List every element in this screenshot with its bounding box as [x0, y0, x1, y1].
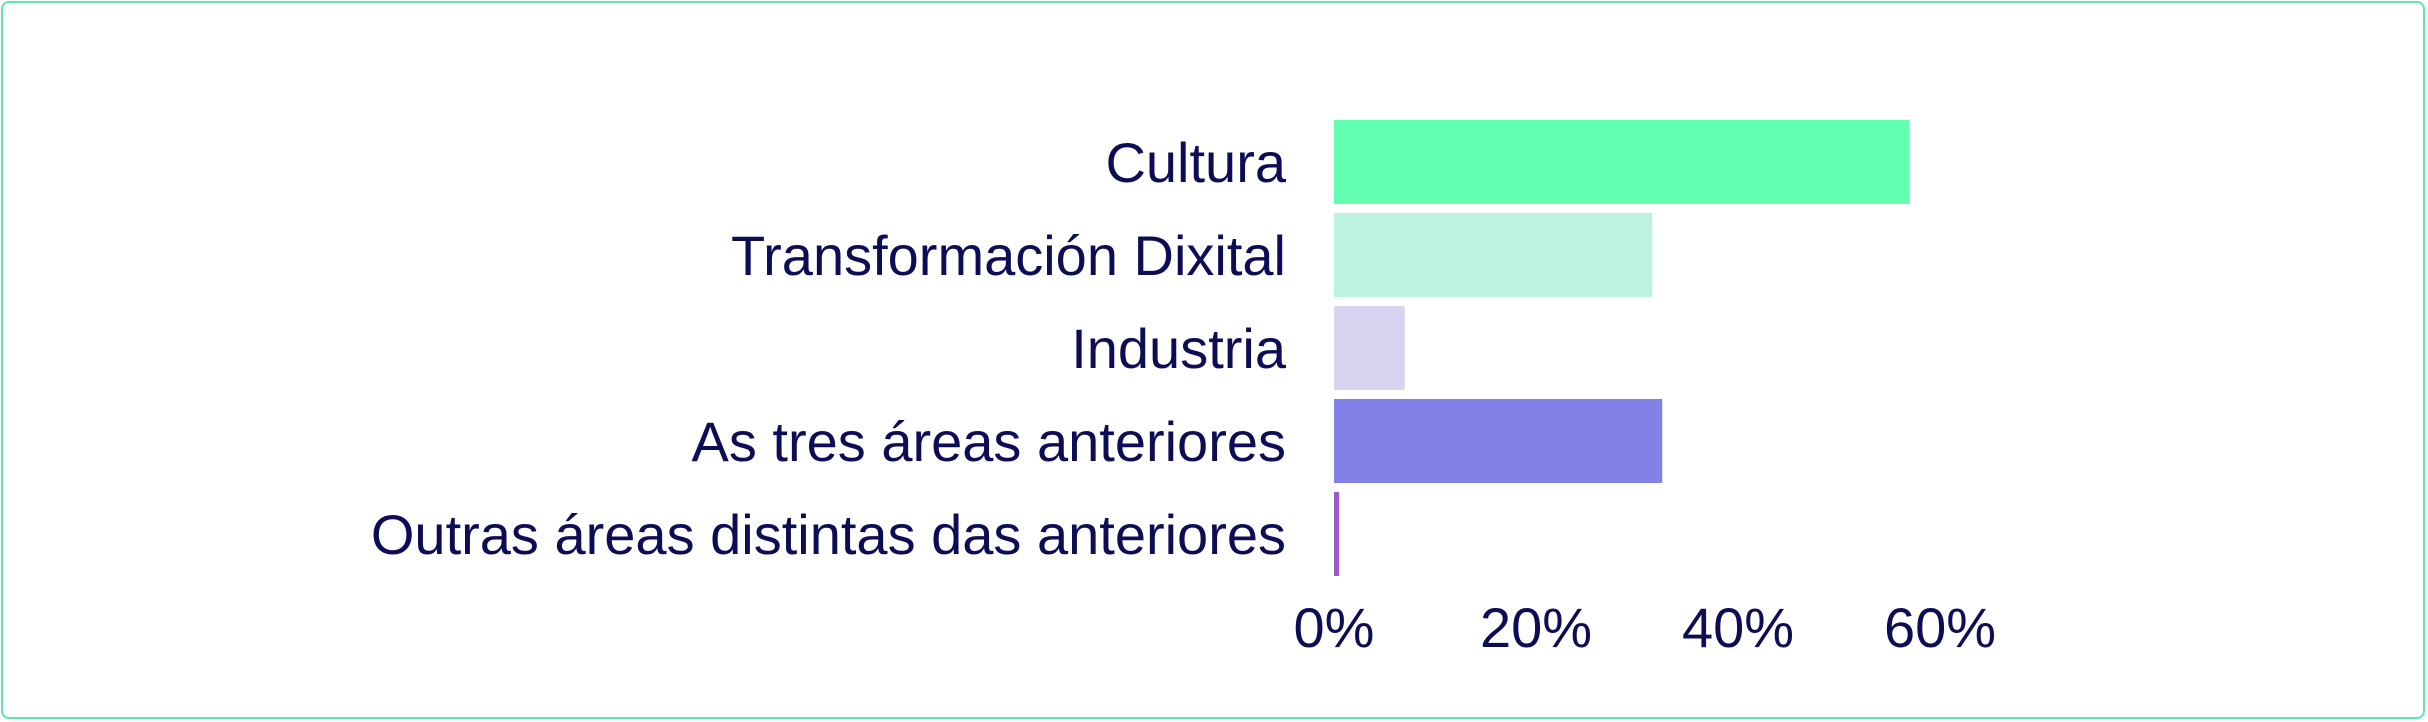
bar-3 — [1334, 306, 1405, 390]
x-axis-tick-labels: 0% 20% 40% 60% — [1294, 596, 1997, 659]
category-label: As tres áreas anteriores — [692, 410, 1286, 473]
bar-5 — [1334, 492, 1340, 576]
bars-group — [1334, 120, 1910, 576]
bar-4 — [1334, 399, 1663, 483]
x-tick-label: 60% — [1884, 596, 1996, 659]
category-labels: Cultura Transformación Dixital Industria As… — [371, 131, 1287, 566]
bar-1 — [1334, 120, 1910, 204]
bar-2 — [1334, 213, 1653, 297]
category-label: Outras áreas distintas das anteriores — [371, 503, 1286, 566]
x-tick-label: 40% — [1682, 596, 1794, 659]
x-tick-label: 0% — [1294, 596, 1375, 659]
category-label: Industria — [1071, 317, 1287, 380]
category-label: Transformación Dixital — [731, 224, 1286, 287]
category-label: Cultura — [1105, 131, 1286, 194]
x-tick-label: 20% — [1480, 596, 1592, 659]
